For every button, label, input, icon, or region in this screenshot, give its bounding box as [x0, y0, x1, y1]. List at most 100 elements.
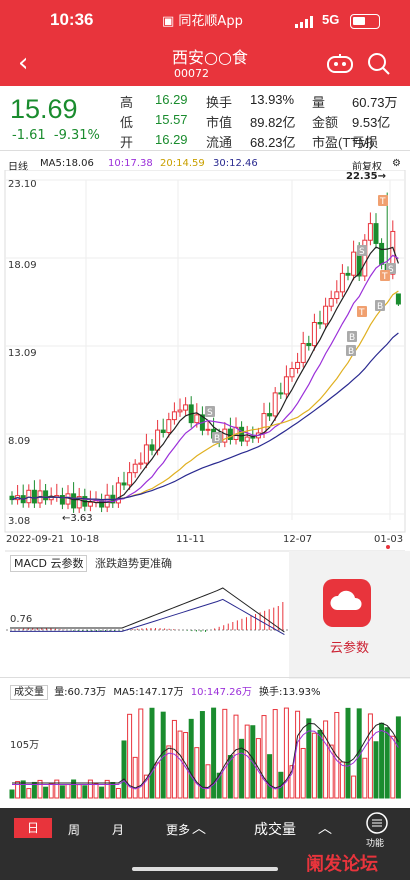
candle-body	[76, 496, 82, 509]
candle-body	[121, 482, 127, 486]
volume-bar	[239, 738, 245, 799]
volume-bar	[395, 716, 401, 799]
func-label: 功能	[366, 839, 385, 849]
volume-bar	[244, 724, 250, 799]
trade-badge	[346, 345, 356, 356]
quote-label: 市盈(TTM)	[312, 135, 374, 150]
adjust-selector[interactable]: 前复权	[352, 162, 382, 173]
candle-body	[362, 239, 368, 277]
tab-day[interactable]: 日	[14, 818, 52, 838]
app-header: 10:36 ▣ 同花顺App 5G ‹ 西安○○食 00072	[0, 0, 410, 86]
candle-body	[155, 429, 161, 451]
volume-bar	[104, 779, 110, 799]
volume-bar	[334, 711, 340, 799]
ma20-line	[11, 290, 399, 501]
volume-bar	[132, 756, 138, 799]
candle-body	[334, 291, 340, 300]
volume-bar	[188, 718, 194, 799]
x-axis-label: 01-03	[374, 534, 403, 545]
trade-badge-label: B	[349, 333, 355, 343]
macd-dif-line	[10, 587, 285, 633]
volume-bar	[289, 765, 295, 799]
volume-bar	[166, 745, 172, 799]
candle-body	[222, 428, 228, 443]
candle-body	[306, 342, 312, 347]
macd-header: MACD 云参数 涨跌趋势更准确	[10, 555, 172, 572]
divider	[0, 677, 410, 678]
candle-body	[295, 361, 301, 369]
candle-body	[323, 305, 329, 325]
min-price-marker: ←3.63	[62, 513, 93, 524]
back-button[interactable]: ‹	[18, 48, 29, 78]
quote-value: 89.82亿	[250, 115, 296, 130]
candle-body	[317, 322, 323, 325]
quote-label: 量	[312, 95, 326, 110]
candle-body	[43, 490, 49, 501]
y-axis-label: 8.09	[8, 436, 30, 447]
volume-bar	[261, 715, 267, 799]
battery-icon	[350, 14, 380, 29]
x-axis-label: 2022-09-21	[6, 534, 64, 545]
tab-month[interactable]: 月	[112, 823, 125, 837]
volume-bar	[267, 754, 273, 799]
chevron-up-icon[interactable]: ︿	[318, 821, 332, 837]
candle-body	[227, 428, 233, 440]
indicator-selector[interactable]: 成交量	[254, 822, 296, 838]
volume-bar	[283, 707, 289, 799]
trade-badge	[205, 406, 215, 417]
settings-icon[interactable]: ⚙	[392, 158, 401, 169]
volume-bar	[300, 747, 306, 799]
turnover: 换手:13.93%	[259, 687, 321, 698]
candle-body	[244, 436, 250, 442]
stock-name: 西安○○食	[172, 48, 248, 67]
period-label[interactable]: 日线	[8, 162, 28, 173]
y-axis-label: 3.08	[8, 516, 30, 527]
volume-bar	[138, 708, 144, 799]
trade-badge	[375, 300, 385, 311]
y-axis-label: 13.09	[8, 348, 37, 359]
page-indicator	[196, 819, 216, 822]
change-percent: -9.31%	[53, 128, 100, 143]
volume-bar	[115, 788, 121, 799]
macd-level-label: 0.76	[10, 614, 32, 625]
quote-label: 市值	[206, 115, 233, 130]
cloud-param-label: 云参数	[329, 641, 369, 656]
candle-body	[379, 242, 385, 265]
volume-ma5: MA5:147.17万	[113, 687, 184, 698]
volume-selector[interactable]: 成交量	[10, 685, 48, 700]
volume-bar	[362, 757, 368, 799]
kline-chart[interactable]: 23.1018.0913.098.093.0822.35→←3.63SSBBST…	[0, 170, 410, 810]
trade-badge-label: T	[381, 272, 388, 282]
quote-value: 15.57	[155, 112, 188, 127]
volume-bar	[99, 786, 105, 799]
candle-body	[71, 493, 77, 509]
volume-bar	[93, 782, 99, 799]
volume-bar	[31, 781, 37, 799]
chevron-up-icon[interactable]: ︿	[192, 821, 206, 837]
menu-icon[interactable]	[366, 812, 388, 834]
volume-value: 量:60.73万	[54, 687, 107, 698]
volume-header: 成交量 量:60.73万 MA5:147.17万 10:147.26万 换手:1…	[10, 683, 321, 700]
volume-bar	[211, 707, 217, 799]
trade-badge-label: T	[358, 308, 365, 318]
candle-body	[205, 428, 211, 431]
robot-assistant-icon[interactable]	[327, 54, 353, 74]
search-icon[interactable]	[367, 52, 391, 76]
tab-more[interactable]: 更多	[166, 823, 191, 837]
tab-week[interactable]: 周	[68, 823, 81, 837]
volume-bar	[110, 781, 116, 799]
cloud-param-panel[interactable]: 云参数	[289, 551, 410, 679]
quote-value: 9.53亿	[352, 115, 391, 130]
volume-bar	[339, 761, 345, 799]
candle-body	[177, 409, 183, 413]
volume-bar	[59, 785, 65, 799]
divider	[0, 150, 410, 151]
candle-body	[143, 444, 149, 464]
trade-badge	[357, 245, 367, 256]
macd-selector[interactable]: MACD 云参数	[10, 555, 88, 572]
candle-body	[395, 293, 401, 305]
quote-value: 13.93%	[250, 92, 295, 107]
volume-bar	[155, 762, 161, 799]
volume-bar	[379, 722, 385, 799]
candle-body	[278, 392, 284, 395]
